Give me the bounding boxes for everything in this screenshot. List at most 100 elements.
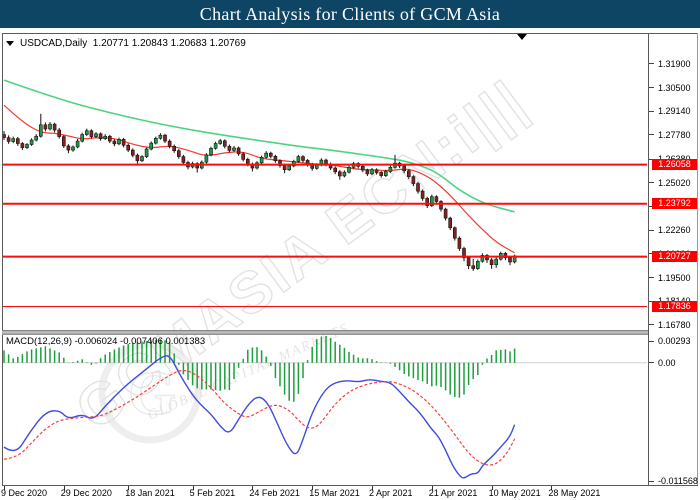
price-tick-label: 1.25020 xyxy=(658,177,691,188)
candle-body xyxy=(333,167,338,173)
macd-axis-tick xyxy=(649,480,654,482)
date-axis-tick xyxy=(372,486,373,490)
price-tick-label: 1.22260 xyxy=(658,225,691,236)
candle-body xyxy=(434,196,439,202)
candle-body xyxy=(259,157,264,164)
macd-tick-label: 0.00 xyxy=(658,357,676,368)
window-right-border xyxy=(697,33,698,486)
date-axis-tick xyxy=(4,486,5,490)
candle-body xyxy=(416,183,420,192)
date-label: 5 Feb 2021 xyxy=(189,488,236,498)
candle-body xyxy=(103,135,107,139)
watermark-logo-circle xyxy=(98,340,202,444)
candle-body xyxy=(80,134,84,142)
ohlc-close: 1.20769 xyxy=(209,37,246,49)
date-axis-tick xyxy=(252,486,254,490)
candle-body xyxy=(462,248,466,259)
price-axis-tick xyxy=(649,158,654,160)
price-tick-label: 1.19500 xyxy=(658,272,691,283)
candle-body xyxy=(241,153,245,160)
candle-body xyxy=(480,255,485,262)
candle-body xyxy=(337,171,342,177)
candle-body xyxy=(94,133,98,137)
candle-body xyxy=(374,169,379,173)
price-level-flag: 1.26058 xyxy=(652,159,697,171)
date-axis-tick xyxy=(192,486,194,490)
candle-body xyxy=(457,237,462,249)
candle-body xyxy=(282,165,287,171)
axis-left-border xyxy=(648,33,649,486)
candle-body xyxy=(144,148,149,157)
candle-body xyxy=(66,145,71,151)
candle-body xyxy=(324,159,328,165)
window-title: Chart Analysis for Clients of GCM Asia xyxy=(199,3,501,24)
price-axis-tick xyxy=(649,324,654,326)
macd-tick-label: -0.011568 xyxy=(658,476,698,486)
candle-body xyxy=(402,165,407,172)
candle-body xyxy=(232,147,236,151)
macd-main-line xyxy=(3,355,516,479)
candle-body xyxy=(61,136,66,147)
candle-body xyxy=(57,129,62,137)
candle-body xyxy=(209,148,213,156)
candle-body xyxy=(406,170,411,177)
candle-body xyxy=(71,146,75,151)
date-label: 2 Apr 2021 xyxy=(369,488,413,498)
date-label: 21 Apr 2021 xyxy=(428,488,478,498)
candle-body xyxy=(29,139,34,145)
plot-top-border xyxy=(2,33,697,34)
ma-slow-line xyxy=(3,79,515,213)
candle-body xyxy=(388,167,393,172)
macd-tick-label: 0.00293 xyxy=(658,336,691,346)
candle-body xyxy=(420,190,425,199)
date-label: 24 Feb 2021 xyxy=(249,488,300,498)
price-tick-label: 1.26380 xyxy=(658,154,691,164)
candle-body xyxy=(140,156,144,162)
price-axis-tick xyxy=(649,182,654,184)
candle-body xyxy=(236,147,241,155)
candle-body xyxy=(25,144,29,148)
price-level-flag: 1.23792 xyxy=(652,198,697,210)
candle-body xyxy=(126,144,130,151)
candle-body xyxy=(48,123,52,130)
price-axis-tick xyxy=(649,63,654,65)
symbol-dropdown-icon[interactable] xyxy=(6,40,14,46)
candle-body xyxy=(20,143,25,148)
candle-body xyxy=(112,140,117,145)
date-label: 28 May 2021 xyxy=(548,488,601,498)
candle-body xyxy=(489,259,494,266)
candle-body xyxy=(108,135,112,142)
candle-body xyxy=(15,138,20,144)
title-bar: Chart Analysis for Clients of GCM Asia xyxy=(0,0,700,28)
candle-body xyxy=(411,176,416,184)
candle-body xyxy=(135,154,140,162)
panel-splitter[interactable] xyxy=(2,330,648,335)
ohlc-high: 1.20843 xyxy=(131,37,168,49)
date-label: 15 Mar 2021 xyxy=(309,488,360,498)
candle-body xyxy=(213,143,218,149)
price-level-flag: 1.17836 xyxy=(652,301,697,313)
candle-body xyxy=(494,258,499,266)
candle-body xyxy=(360,165,365,171)
candle-body xyxy=(52,123,57,131)
candle-body xyxy=(6,137,11,142)
date-label: 9 Dec 2020 xyxy=(1,488,48,498)
candle-body xyxy=(131,149,135,156)
candle-body xyxy=(38,124,43,137)
plot-bottom-border xyxy=(2,485,698,486)
price-axis-tick xyxy=(649,277,654,279)
candle-body xyxy=(85,130,89,135)
candle-body xyxy=(34,135,39,141)
candle-body xyxy=(278,160,282,166)
price-level-flag: 1.20727 xyxy=(652,251,697,263)
candle-body xyxy=(503,253,508,259)
price-tick-label: 1.29140 xyxy=(658,106,691,117)
date-axis-tick xyxy=(551,486,553,490)
candle-body xyxy=(268,152,273,157)
chart-shift-icon[interactable] xyxy=(517,34,527,40)
price-axis-tick xyxy=(649,229,654,231)
candle-body xyxy=(471,265,476,269)
candle-body xyxy=(296,156,301,162)
candle-body xyxy=(439,201,443,210)
